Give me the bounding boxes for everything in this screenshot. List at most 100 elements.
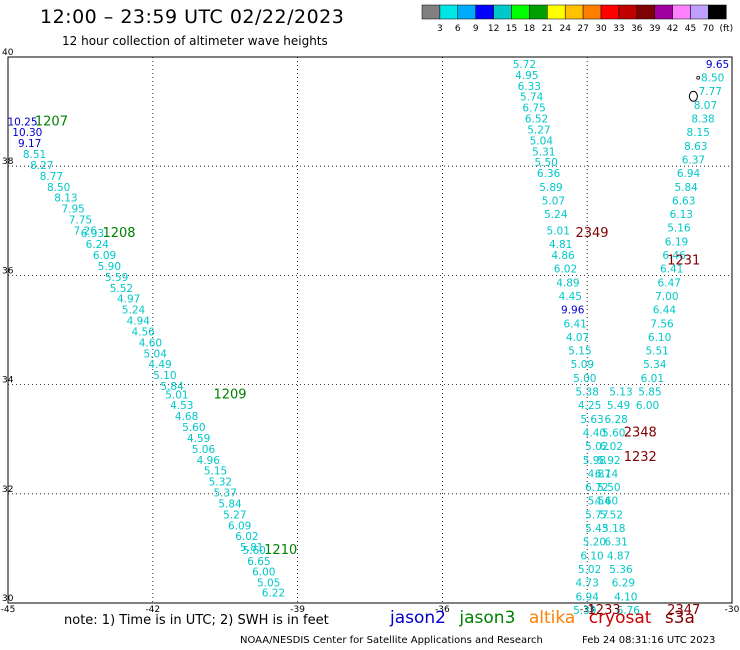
wave-height-label: 5.01: [165, 389, 188, 401]
wave-height-label: 4.60: [139, 337, 162, 349]
wave-height-label: 4.60: [595, 496, 618, 508]
wave-height-label: 4.56: [131, 326, 155, 338]
wave-height-label: 4.40: [583, 427, 606, 439]
wave-height-label: 5.39: [573, 605, 596, 617]
wave-height-label: 5.38: [576, 387, 599, 399]
track-time-label: 1207: [35, 114, 68, 129]
wave-height-label: 6.46: [662, 250, 686, 262]
x-tick-label: -33: [580, 605, 595, 615]
wave-height-label: 5.89: [539, 182, 562, 194]
colorbar-label: 15: [506, 24, 517, 34]
colorbar-label: 6: [455, 24, 461, 34]
x-tick-label: -30: [725, 605, 740, 615]
legend-s3a: s3a: [664, 608, 695, 628]
colorbar-swatch: [708, 4, 727, 20]
wave-height-label: 5.59: [105, 272, 128, 284]
wave-height-label: 4.81: [549, 239, 572, 251]
wave-height-label: 5.36: [609, 564, 633, 576]
wave-height-label: 7.26: [74, 225, 98, 237]
wave-height-label: 5.51: [645, 346, 668, 358]
wave-height-label: 5.13: [609, 387, 632, 399]
colorbar-label: 42: [667, 24, 678, 34]
wave-height-label: 4.45: [559, 291, 582, 303]
wave-height-label: 5.81: [240, 542, 263, 554]
wave-height-label: 5.02: [585, 441, 608, 453]
wave-height-label: 6.75: [522, 103, 545, 115]
page-title: 12:00 – 23:59 UTC 02/22/2023: [40, 6, 345, 28]
footer-note: note: 1) Time is in UTC; 2) SWH is in fe…: [64, 613, 329, 628]
wave-height-label: 5.49: [607, 400, 630, 412]
wave-height-label: 5.50: [597, 482, 620, 494]
wave-height-label: 5.52: [110, 283, 133, 295]
wave-height-label: 6.41: [660, 264, 683, 276]
wave-height-label: 10.25: [7, 116, 37, 128]
wave-height-label: 5.09: [571, 359, 594, 371]
wave-height-label: 5.27: [223, 509, 246, 521]
track-time-label: 1232: [624, 450, 657, 465]
wave-height-label: 5.32: [209, 477, 232, 489]
wave-height-label: 6.47: [658, 277, 681, 289]
colorbar-label: 24: [559, 24, 571, 34]
colorbar-label: 3: [437, 24, 443, 34]
wave-height-label: 5.27: [527, 124, 550, 136]
colorbar-label: 36: [631, 24, 643, 34]
wave-height-label: 6.09: [93, 250, 116, 262]
legend-cryosat: cryosat: [588, 608, 652, 628]
wave-height-label: 6.29: [612, 578, 635, 590]
wave-height-label: 5.63: [580, 414, 603, 426]
wave-height-label: 7.95: [61, 204, 84, 216]
x-tick-label: -45: [1, 605, 16, 615]
wave-height-label: 6.94: [576, 591, 600, 603]
wave-height-label: 6.10: [580, 550, 603, 562]
wave-height-label: 6.37: [682, 154, 705, 166]
colorbar-label: 27: [577, 24, 588, 34]
wave-height-label: 6.31: [604, 537, 627, 549]
wave-height-label: 4.25: [578, 400, 601, 412]
wave-height-label: 6.02: [235, 531, 258, 543]
wave-height-label: 5.74: [520, 92, 544, 104]
wave-height-label: 5.16: [667, 223, 691, 235]
wave-height-label: 4.10: [614, 591, 637, 603]
wave-height-label: 5.54: [588, 496, 612, 508]
wave-height-label: 5.43: [585, 523, 608, 535]
wave-height-label: 6.02: [554, 264, 577, 276]
wave-height-label: 4.68: [175, 411, 198, 423]
legend-altika: altika: [528, 608, 576, 628]
track-time-label: 2348: [624, 425, 657, 440]
wave-height-label: 5.60: [602, 427, 625, 439]
colorbar-label: 18: [524, 24, 536, 34]
wave-height-label: 4.07: [566, 332, 589, 344]
legend-jason2: jason2: [390, 608, 446, 628]
wave-height-label: 6.72: [585, 482, 608, 494]
colorbar-label: 39: [649, 24, 661, 34]
wave-height-label: 6.14: [595, 468, 619, 480]
track-time-label: 2347: [667, 603, 700, 618]
wave-height-label: 5.10: [153, 370, 176, 382]
colorbar-label: 9: [473, 24, 479, 34]
track-time-label: 2349: [575, 226, 608, 241]
wave-height-label: 6.76: [617, 605, 641, 617]
page-subtitle: 12 hour collection of altimeter wave hei…: [62, 34, 328, 48]
track-time-label: 1231: [667, 253, 700, 268]
y-tick-label: 40: [2, 48, 14, 58]
y-tick-label: 30: [2, 594, 14, 604]
wave-height-label: 5.34: [643, 359, 667, 371]
wave-height-label: 4.97: [117, 294, 140, 306]
wave-height-label: 8.50: [701, 73, 724, 85]
wave-height-label: 8.38: [691, 114, 714, 126]
wave-height-label: 5.60: [182, 422, 205, 434]
y-tick-label: 36: [2, 266, 14, 276]
wave-height-label: 7.75: [69, 215, 92, 227]
wave-height-label: 6.10: [648, 332, 671, 344]
wave-height-label: 6.09: [228, 520, 251, 532]
wave-height-label: 6.65: [247, 556, 270, 568]
wave-height-label: 5.98: [583, 455, 606, 467]
wave-height-label: 5.84: [674, 182, 698, 194]
x-tick-label: -36: [435, 605, 450, 615]
wave-height-label: 5.04: [530, 135, 554, 147]
wave-height-label: 6.00: [636, 400, 659, 412]
wave-height-label: 4.49: [148, 359, 171, 371]
wave-height-label: 5.18: [602, 523, 625, 535]
wave-height-label: 7.00: [655, 291, 678, 303]
wave-height-label: 5.24: [544, 209, 568, 221]
